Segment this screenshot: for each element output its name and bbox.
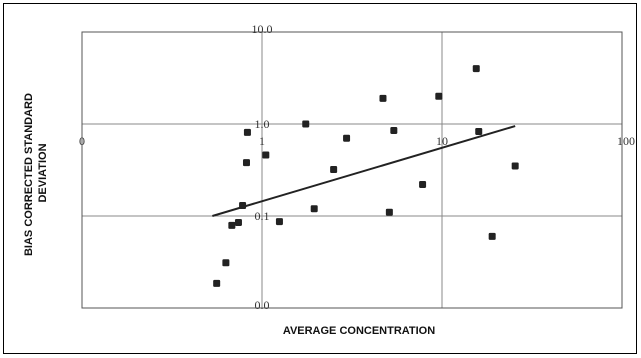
chart-frame bbox=[3, 3, 637, 354]
x-tick-label: 100 bbox=[617, 134, 635, 148]
data-point bbox=[213, 279, 221, 287]
data-points bbox=[213, 65, 519, 287]
data-point bbox=[228, 221, 236, 229]
data-point bbox=[390, 126, 398, 134]
x-tick-label: 10 bbox=[436, 134, 448, 148]
data-point bbox=[419, 180, 427, 188]
y-tick-label: 1.0 bbox=[255, 117, 270, 131]
data-point bbox=[222, 259, 230, 267]
grid-lines bbox=[82, 32, 622, 308]
data-point bbox=[239, 202, 247, 210]
data-point bbox=[435, 92, 443, 100]
data-point bbox=[511, 162, 519, 170]
y-axis-title-line-2: DEVIATION bbox=[37, 143, 49, 202]
data-point bbox=[385, 208, 393, 216]
data-point bbox=[234, 218, 242, 226]
data-point bbox=[488, 232, 496, 240]
data-point bbox=[475, 127, 483, 135]
data-point bbox=[310, 205, 318, 213]
data-point bbox=[343, 134, 351, 142]
tick-labels: 0 1 10 100 0.0 0.1 1.0 10.0 bbox=[79, 22, 635, 312]
data-point bbox=[243, 128, 251, 136]
x-tick-label: 1 bbox=[259, 134, 265, 148]
y-tick-label: 0.1 bbox=[255, 209, 270, 223]
data-point bbox=[302, 120, 310, 128]
x-tick-label: 0 bbox=[79, 134, 85, 148]
data-point bbox=[330, 166, 338, 174]
y-tick-label: 10.0 bbox=[252, 22, 273, 36]
data-point bbox=[472, 65, 480, 73]
trend-line bbox=[212, 125, 516, 217]
data-point bbox=[242, 159, 250, 167]
y-tick-label: 0.0 bbox=[255, 298, 270, 312]
y-axis-title: BIAS CORRECTED STANDARD DEVIATION bbox=[23, 90, 49, 256]
x-axis-title: AVERAGE CONCENTRATION bbox=[283, 325, 435, 337]
y-axis-title-line-1: BIAS CORRECTED STANDARD bbox=[23, 93, 35, 256]
data-point bbox=[379, 94, 387, 102]
data-point bbox=[275, 218, 283, 226]
plot-area bbox=[81, 31, 623, 309]
data-point bbox=[262, 151, 270, 159]
